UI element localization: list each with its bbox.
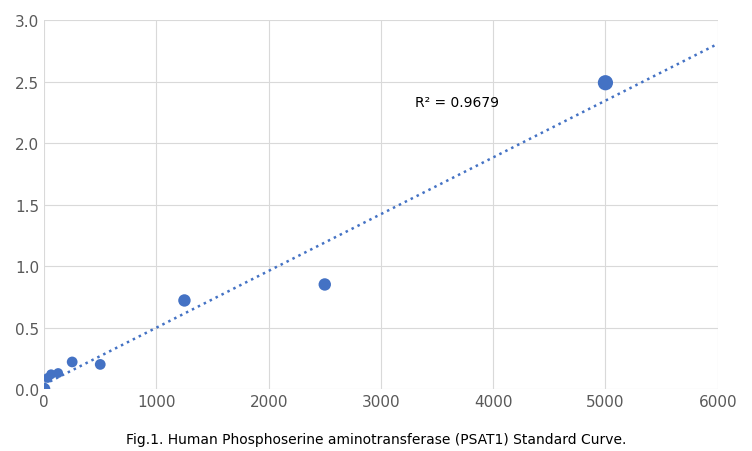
Point <box>52 369 64 377</box>
Point <box>599 80 611 87</box>
Point <box>66 359 78 366</box>
Point <box>178 297 190 304</box>
Point <box>94 361 106 368</box>
Point <box>41 374 53 382</box>
Point <box>45 371 57 378</box>
Text: Fig.1. Human Phosphoserine aminotransferase (PSAT1) Standard Curve.: Fig.1. Human Phosphoserine aminotransfer… <box>126 433 626 446</box>
Text: R² = 0.9679: R² = 0.9679 <box>414 95 499 109</box>
Point <box>319 281 331 289</box>
Point <box>38 386 50 393</box>
